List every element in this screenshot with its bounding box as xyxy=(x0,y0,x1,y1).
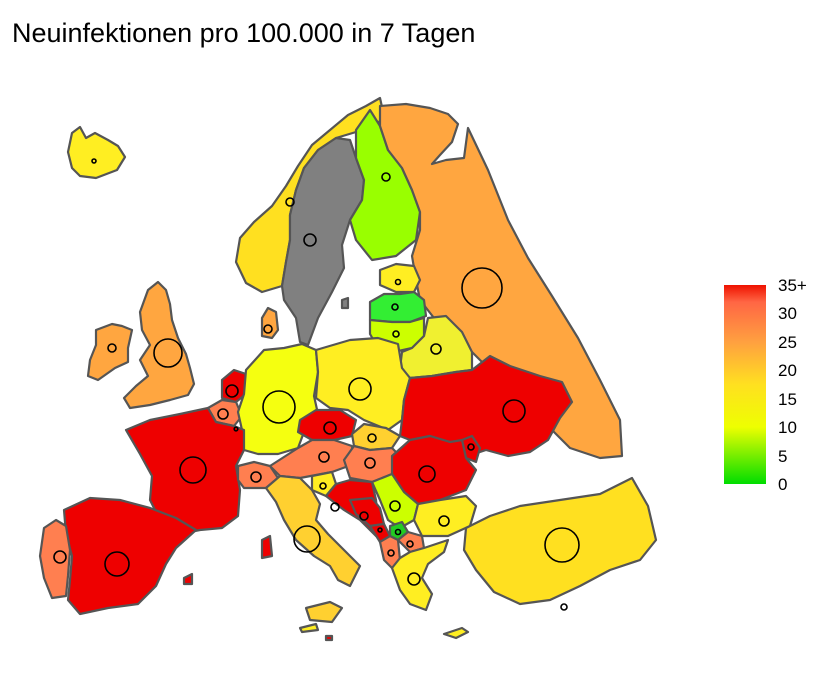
marker-norway xyxy=(285,197,295,207)
marker-ireland xyxy=(107,343,117,353)
marker-montenegro xyxy=(377,527,383,533)
marker-uk xyxy=(153,338,183,368)
marker-spain xyxy=(104,551,130,577)
country-sweden xyxy=(280,136,366,347)
legend-tick-label: 20 xyxy=(778,361,797,381)
color-legend: 35+ 30 25 20 15 10 5 0 xyxy=(724,277,807,493)
marker-north-macedonia xyxy=(406,540,414,548)
marker-netherlands xyxy=(225,384,239,398)
country-sicily xyxy=(304,600,344,624)
country-cyprus xyxy=(442,626,470,640)
country-spain xyxy=(62,496,198,616)
country-iceland xyxy=(66,125,127,180)
marker-moldova xyxy=(467,443,475,451)
marker-poland xyxy=(348,377,372,401)
marker-ukraine xyxy=(502,399,526,423)
legend-colorbar xyxy=(724,285,766,484)
marker-denmark xyxy=(263,324,273,334)
marker-romania xyxy=(418,465,436,483)
marker-hungary xyxy=(364,457,376,469)
marker-belgium xyxy=(217,408,229,420)
marker-belarus xyxy=(430,343,442,355)
country-france xyxy=(124,406,246,536)
marker-italy xyxy=(293,525,321,553)
marker-kosovo xyxy=(394,528,402,536)
legend-tick-label: 30 xyxy=(778,304,797,324)
country-sardinia xyxy=(260,534,274,560)
legend-tick-label: 15 xyxy=(778,389,797,409)
map-title: Neuinfektionen pro 100.000 in 7 Tagen xyxy=(12,18,476,48)
marker-czech xyxy=(323,421,337,435)
legend-tick-label: 0 xyxy=(778,475,788,494)
marker-bosnia xyxy=(359,511,369,521)
country-bosnia xyxy=(348,496,386,528)
country-uk xyxy=(122,280,196,410)
marker-germany xyxy=(262,390,296,424)
country-malta xyxy=(324,634,334,642)
marker-iceland xyxy=(91,158,97,164)
country-gotland xyxy=(340,296,350,310)
marker-austria xyxy=(318,451,330,463)
legend-tick-label: 25 xyxy=(778,332,797,352)
marker-greece xyxy=(407,572,421,586)
marker-lithuania xyxy=(392,330,400,338)
marker-latvia xyxy=(391,303,399,311)
marker-estonia xyxy=(394,278,402,286)
marker-sweden xyxy=(303,233,317,247)
country-italy xyxy=(264,474,362,588)
marker-slovakia xyxy=(367,433,377,443)
marker-slovenia xyxy=(319,482,327,490)
marker-luxembourg xyxy=(233,426,239,432)
marker-turkey xyxy=(544,527,580,563)
marker-russia xyxy=(461,267,503,309)
marker-portugal xyxy=(53,550,67,564)
marker-bulgaria xyxy=(438,515,450,527)
marker-france xyxy=(179,456,207,484)
marker-serbia xyxy=(389,500,401,512)
legend-tick-label: 5 xyxy=(778,446,788,466)
marker-croatia xyxy=(330,502,340,512)
country-turkey xyxy=(462,476,658,606)
country-greece xyxy=(390,538,450,612)
legend-tick-label: 35+ xyxy=(778,276,807,295)
marker-albania xyxy=(387,549,395,557)
country-denmark xyxy=(260,306,280,340)
marker-cyprus xyxy=(560,603,568,611)
marker-finland xyxy=(381,172,391,182)
country-north-macedonia xyxy=(396,530,426,554)
country-balearics xyxy=(182,572,194,586)
country-estonia xyxy=(378,262,422,294)
marker-switzerland xyxy=(250,471,262,483)
country-crete xyxy=(298,622,320,634)
legend-tick-label: 10 xyxy=(778,418,797,438)
